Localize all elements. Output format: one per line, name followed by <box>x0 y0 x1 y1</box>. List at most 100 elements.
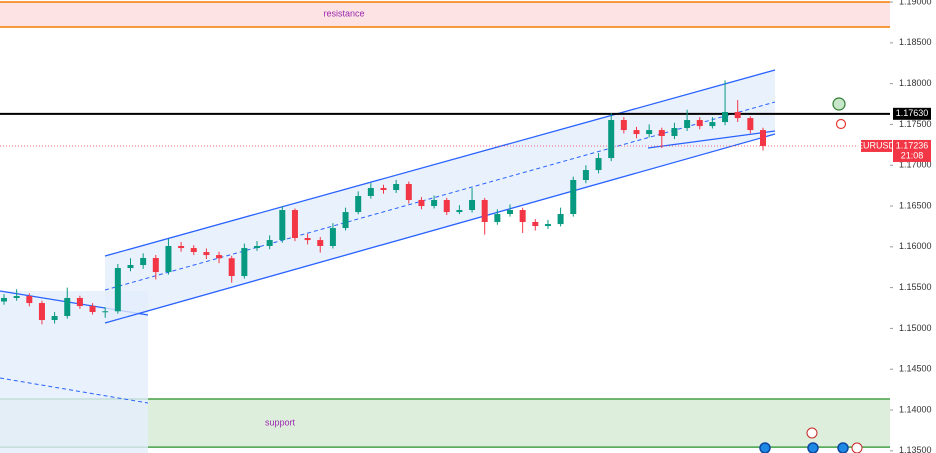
candle-body <box>291 210 298 239</box>
event-icon[interactable] <box>851 442 863 453</box>
channel-line <box>104 133 776 324</box>
level-badge-label: 1.17630 <box>896 108 929 118</box>
candle-body <box>64 297 71 317</box>
candle-body <box>317 240 324 247</box>
candle-body <box>203 252 210 256</box>
candle-body <box>582 170 589 180</box>
signal-marker[interactable] <box>835 118 847 130</box>
candle-body <box>1 297 7 302</box>
zone-label: resistance <box>323 8 364 18</box>
candle-body <box>722 112 729 123</box>
countdown-label: 21:08 <box>901 150 924 160</box>
candle-body <box>684 120 691 129</box>
candle-body <box>89 306 96 313</box>
candle-body <box>646 130 653 135</box>
y-tick-label: 1.15500 <box>899 282 932 292</box>
y-tick-label: 1.14000 <box>899 404 932 414</box>
candle-body <box>114 268 121 312</box>
candle-body <box>507 210 513 215</box>
candle-body <box>456 210 463 213</box>
candle-body <box>608 120 615 159</box>
candle-body <box>152 257 159 273</box>
zone-label: support <box>265 417 296 427</box>
event-icon[interactable] <box>807 442 819 453</box>
candle-body <box>570 179 577 215</box>
event-icon[interactable] <box>837 442 849 453</box>
candle-body <box>228 258 235 277</box>
y-tick-label: 1.17500 <box>899 119 932 129</box>
candle-body <box>469 199 476 211</box>
candle-body <box>633 130 640 135</box>
levels <box>0 112 890 147</box>
y-tick-label: 1.18500 <box>899 37 932 47</box>
candle-body <box>329 228 336 247</box>
symbol-badge <box>861 139 892 152</box>
candle-body <box>405 183 412 200</box>
candle-body <box>671 128 678 137</box>
price-badge-label: 1.17236 <box>896 140 929 150</box>
y-tick-label: 1.18000 <box>899 78 932 88</box>
candle-body <box>216 255 223 259</box>
candle-body <box>519 210 526 223</box>
candle-body <box>266 240 273 247</box>
candle-body <box>140 257 147 266</box>
candle-body <box>178 246 185 249</box>
zone <box>0 2 890 28</box>
zone <box>0 398 890 448</box>
trend-line <box>647 130 776 149</box>
channel-shade <box>105 70 775 323</box>
level-badge <box>893 107 931 120</box>
candle-body <box>355 195 362 213</box>
channel-midline <box>104 101 776 291</box>
price-axis <box>890 0 936 453</box>
y-tick-label: 1.15000 <box>899 323 932 333</box>
y-tick-label: 1.13500 <box>899 445 932 453</box>
candle-body <box>279 210 286 241</box>
y-tick-label: 1.16500 <box>899 200 932 210</box>
candle-body <box>393 183 400 191</box>
candle-body <box>658 130 665 137</box>
candle-body <box>165 246 172 273</box>
y-tick-label: 1.19000 <box>899 0 932 6</box>
candle-body <box>190 248 197 253</box>
y-tick-label: 1.16000 <box>899 241 932 251</box>
candle-body <box>760 130 766 146</box>
candle-body <box>254 246 260 249</box>
candle-body <box>557 214 564 225</box>
candle-body <box>241 248 248 277</box>
candle-body <box>304 238 311 241</box>
candle-body <box>418 199 425 207</box>
zones: resistance support <box>0 1 890 448</box>
symbol-badge-label: EURUSD <box>857 140 896 150</box>
candle-body <box>709 122 716 127</box>
candle-body <box>443 199 450 213</box>
price-badge <box>893 139 931 162</box>
candle-body <box>734 112 741 119</box>
candle-body <box>747 118 754 131</box>
candle-body <box>367 187 374 196</box>
candle-body <box>76 297 83 307</box>
candle-body <box>532 222 539 227</box>
candle-body <box>431 199 438 207</box>
candle-body <box>26 296 33 304</box>
channel-line <box>104 69 776 257</box>
y-tick-label: 1.14500 <box>899 364 932 374</box>
signal-marker[interactable] <box>832 97 846 111</box>
y-tick-label: 1.17000 <box>899 160 932 170</box>
candle-body <box>380 187 387 191</box>
candle-body <box>13 296 20 298</box>
event-icon[interactable] <box>806 427 818 439</box>
candles <box>1 80 766 325</box>
candle-body <box>481 199 488 223</box>
candle-body <box>342 212 349 229</box>
candle-body <box>620 120 627 131</box>
candle-body <box>51 316 58 321</box>
candle-body <box>595 158 602 171</box>
candle-body <box>696 120 703 127</box>
event-icon[interactable] <box>759 442 771 453</box>
price-axis-labels: 1.19000 1.18500 1.18000 1.17500 1.17000 1.165… <box>890 0 932 453</box>
candle-body <box>38 303 45 321</box>
candle-body <box>102 311 109 313</box>
